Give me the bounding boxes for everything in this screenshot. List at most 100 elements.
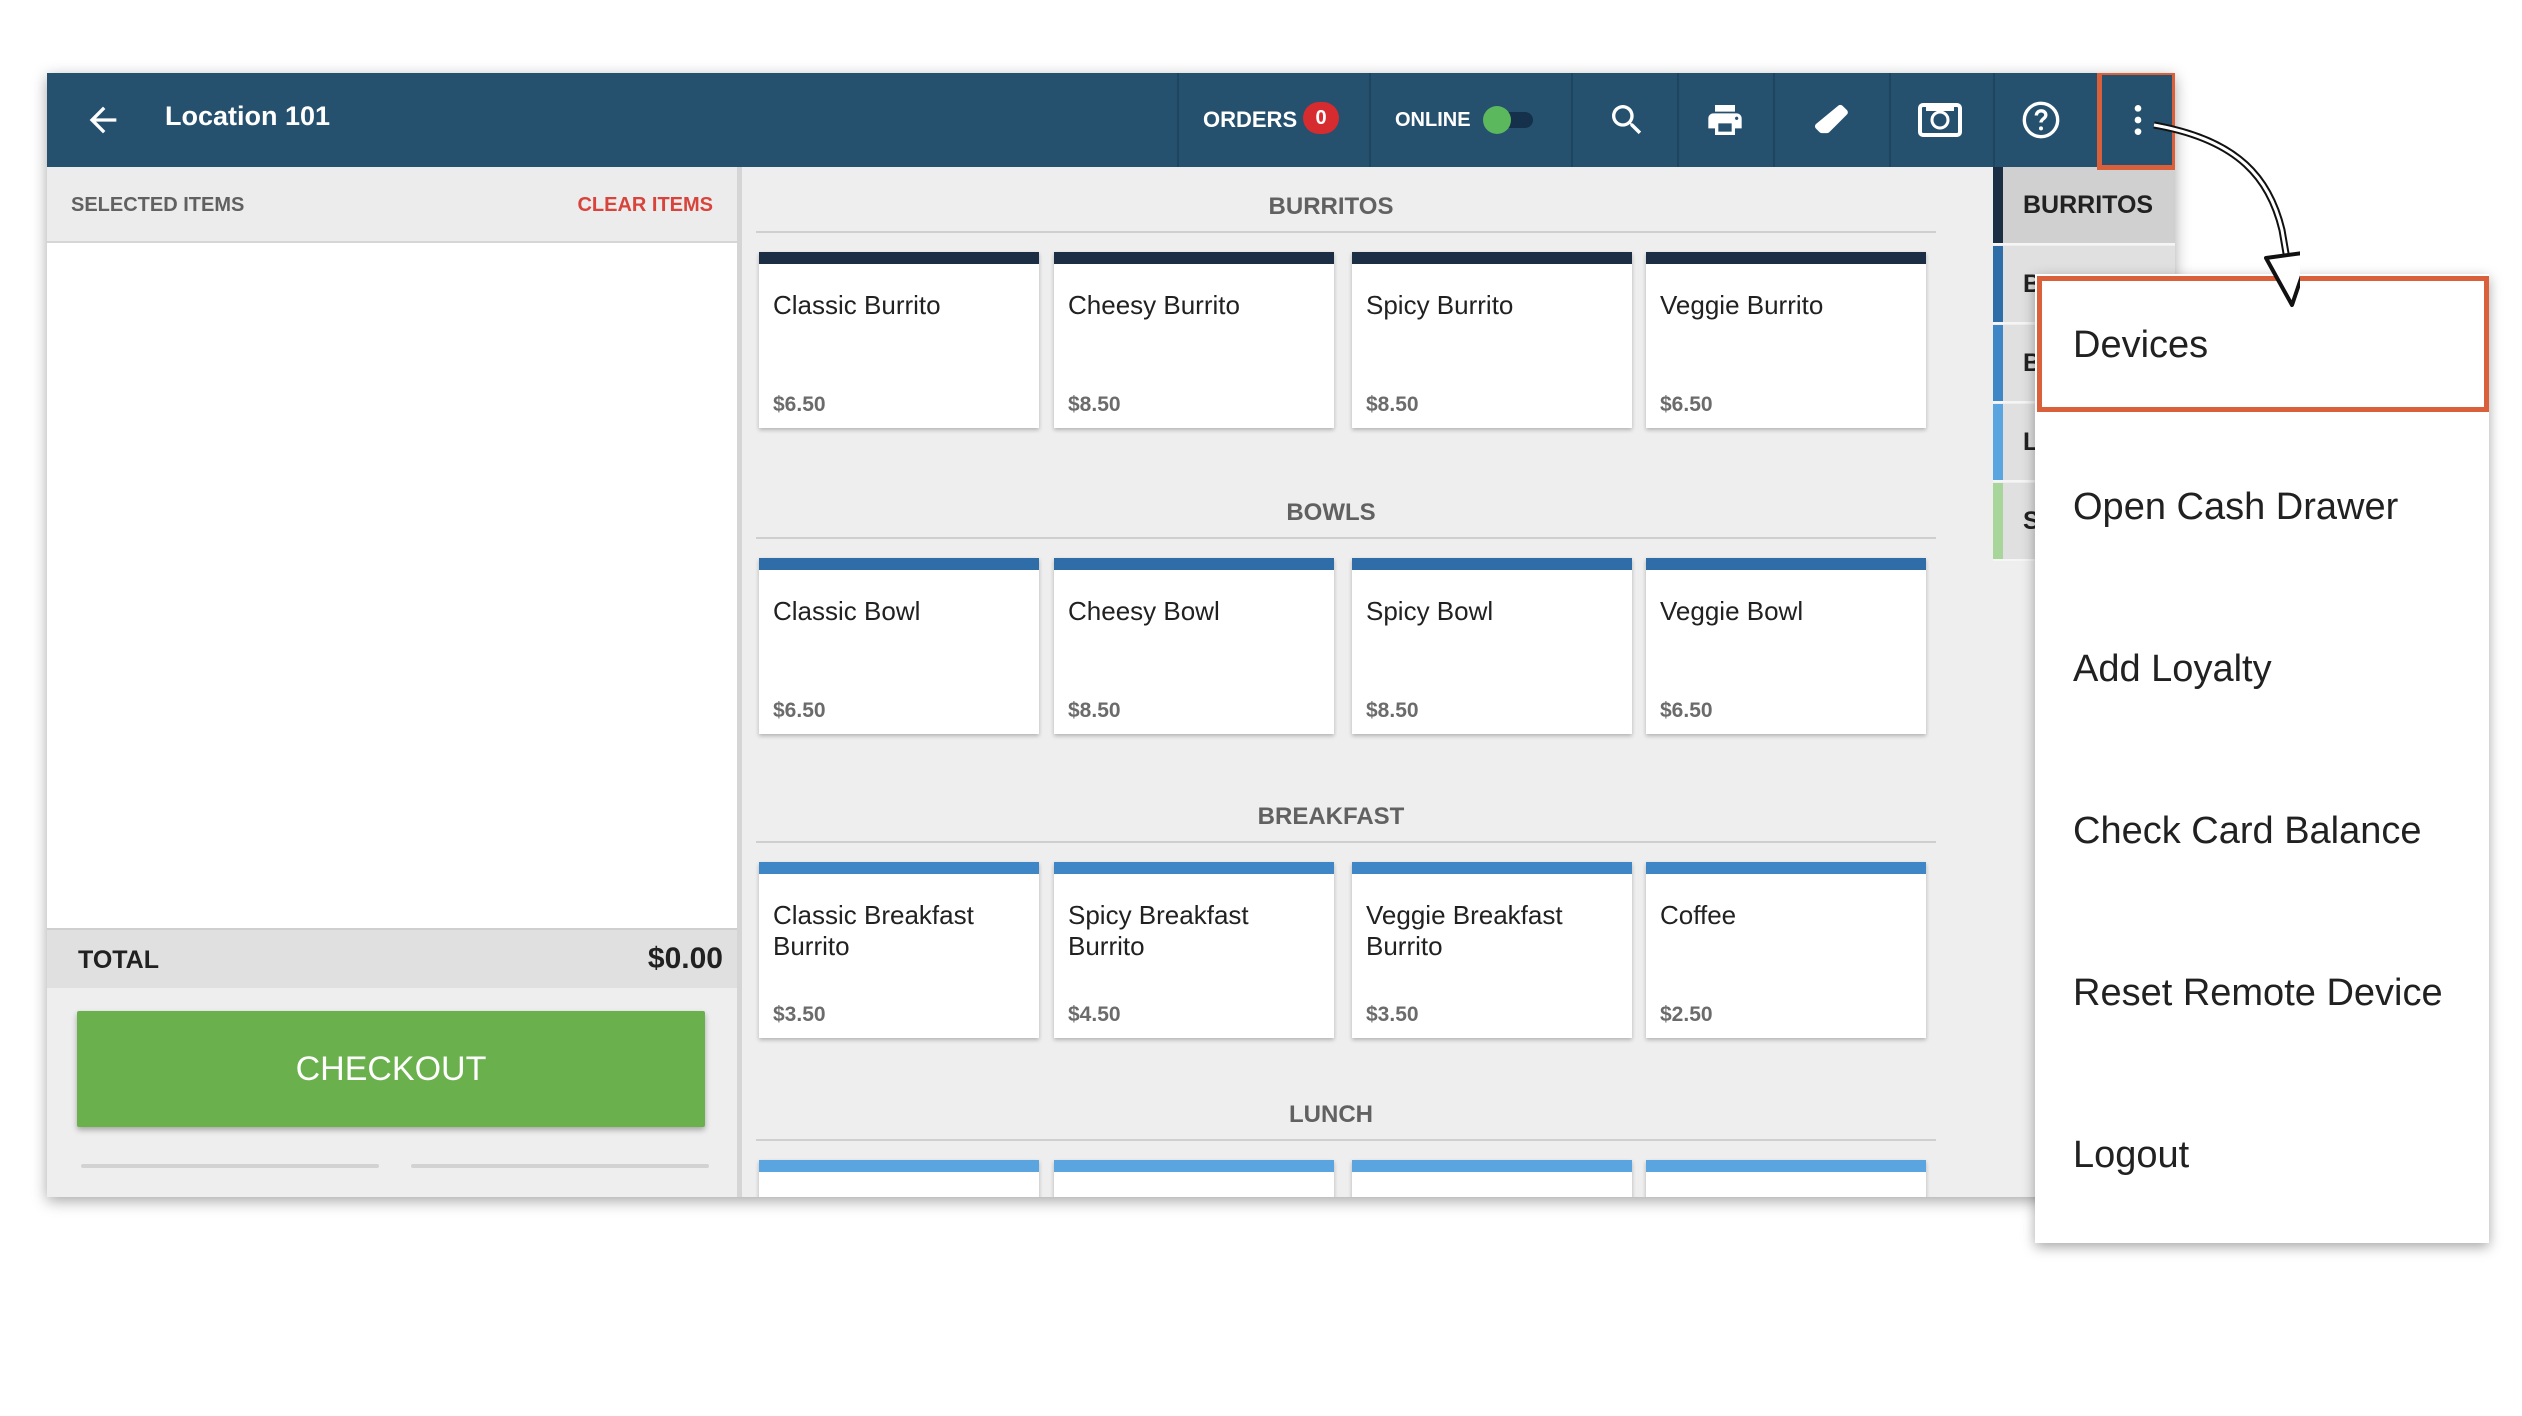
checkout-button[interactable]: CHECKOUT	[77, 1011, 705, 1127]
menu-item-card[interactable]: Cheesy Burrito $8.50	[1054, 252, 1334, 428]
menu-item-price: $6.50	[773, 393, 826, 416]
selected-items-header: SELECTED ITEMS CLEAR ITEMS	[47, 167, 737, 243]
online-label: ONLINE	[1395, 109, 1471, 131]
section-title: BURRITOS	[1268, 193, 1394, 220]
header-divider	[1889, 73, 1891, 167]
header-divider	[1369, 73, 1371, 167]
category-label: BURRITOS	[2023, 191, 2154, 219]
section-divider	[756, 231, 1936, 233]
menu-item-price: $8.50	[1366, 393, 1419, 416]
menu-option-label: Reset Remote Device	[2073, 972, 2443, 1014]
menu-item-card[interactable]: Veggie Burrito $6.50	[1646, 252, 1926, 428]
help-button[interactable]	[2021, 100, 2061, 140]
menu-grid: BURRITOS Classic Burrito $6.50 Cheesy Burri…	[742, 167, 1993, 1197]
overflow-button-highlight	[2097, 73, 2175, 170]
menu-option-add-loyalty[interactable]: Add Loyalty	[2035, 598, 2489, 760]
header-divider	[1773, 73, 1775, 167]
menu-item-card[interactable]	[1054, 1160, 1334, 1197]
more-vert-icon	[2134, 105, 2142, 135]
menu-option-check-card-balance[interactable]: Check Card Balance	[2035, 760, 2489, 922]
total-value: $0.00	[647, 942, 723, 975]
menu-item-name: Spicy Burrito	[1366, 290, 1514, 320]
menu-item-card[interactable]: Spicy Bowl $8.50	[1352, 558, 1632, 734]
menu-option-label: Devices	[2073, 324, 2209, 366]
header-divider	[1177, 73, 1179, 167]
menu-item-card[interactable]	[1646, 1160, 1926, 1197]
menu-item-card[interactable]: Classic Bowl $6.50	[759, 558, 1039, 734]
secondary-button-edge	[81, 1164, 379, 1168]
devices-highlight	[2037, 276, 2489, 412]
header-divider	[1571, 73, 1573, 167]
menu-item-price: $2.50	[1660, 1003, 1713, 1026]
menu-item-price: $8.50	[1366, 699, 1419, 722]
menu-item-name: Cheesy Bowl	[1068, 596, 1220, 626]
print-button[interactable]	[1705, 100, 1745, 140]
section-title: LUNCH	[1289, 1101, 1373, 1128]
menu-item-name: Veggie Burrito	[1660, 290, 1824, 320]
menu-item-name: Cheesy Burrito	[1068, 290, 1240, 320]
menu-item-price: $3.50	[1366, 1003, 1419, 1026]
category-color-bar	[1993, 404, 2003, 480]
eraser-button[interactable]	[1811, 100, 1851, 140]
menu-item-name: Coffee	[1660, 900, 1737, 930]
menu-item-card[interactable]: Cheesy Bowl $8.50	[1054, 558, 1334, 734]
menu-item-name: Spicy Bowl	[1366, 596, 1494, 626]
menu-item-card[interactable]: Veggie Breakfast Burrito $3.50	[1352, 862, 1632, 1038]
menu-item-price: $6.50	[773, 699, 826, 722]
menu-item-name: Veggie Breakfast Burrito	[1366, 900, 1563, 961]
section-title: BREAKFAST	[1257, 803, 1405, 830]
printer-icon	[1708, 105, 1742, 135]
menu-option-label: Check Card Balance	[2073, 810, 2422, 852]
menu-option-label: Open Cash Drawer	[2073, 486, 2399, 528]
menu-item-name: Classic Burrito	[773, 290, 941, 320]
menu-item-card[interactable]: Classic Burrito $6.50	[759, 252, 1039, 428]
section-divider	[756, 841, 1936, 843]
search-button[interactable]	[1607, 100, 1647, 140]
menu-item-card[interactable]: Coffee $2.50	[1646, 862, 1926, 1038]
back-button[interactable]	[83, 100, 123, 140]
header-divider	[1993, 73, 1995, 167]
toggle-knob	[1483, 106, 1511, 134]
location-title: Location 101	[165, 101, 331, 131]
menu-item-card[interactable]: Veggie Bowl $6.50	[1646, 558, 1926, 734]
total-row: TOTAL $0.00	[47, 928, 737, 990]
cash-drawer-button[interactable]	[1917, 100, 1963, 140]
section-divider	[756, 1139, 1936, 1141]
header-divider	[1677, 73, 1679, 167]
selected-items-title: SELECTED ITEMS	[71, 194, 245, 216]
orders-button[interactable]: ORDERS	[1203, 107, 1298, 132]
overflow-menu-button[interactable]	[2101, 73, 2175, 167]
menu-item-card[interactable]: Spicy Burrito $8.50	[1352, 252, 1632, 428]
menu-option-logout[interactable]: Logout	[2035, 1084, 2489, 1246]
category-color-bar	[1993, 325, 2003, 401]
menu-item-card[interactable]	[1352, 1160, 1632, 1197]
menu-item-price: $4.50	[1068, 1003, 1121, 1026]
pos-app-window: Location 101 ORDERS 0 ONLINE	[47, 73, 2175, 1197]
order-panel: SELECTED ITEMS CLEAR ITEMS TOTAL $0.00 C…	[47, 167, 742, 1197]
menu-item-price: $6.50	[1660, 699, 1713, 722]
menu-item-name: Classic Breakfast Burrito	[773, 900, 974, 961]
menu-item-price: $3.50	[773, 1003, 826, 1026]
clear-items-button[interactable]: CLEAR ITEMS	[577, 194, 713, 216]
menu-item-name: Classic Bowl	[773, 596, 921, 626]
menu-option-open-cash-drawer[interactable]: Open Cash Drawer	[2035, 436, 2489, 598]
overflow-dropdown-menu: Devices Open Cash Drawer Add Loyalty Check …	[2035, 274, 2489, 1243]
menu-item-name: Spicy Breakfast Burrito	[1068, 900, 1249, 961]
category-tab-burritos[interactable]: BURRITOS	[1993, 167, 2175, 245]
orders-count-badge: 0	[1303, 102, 1339, 134]
cash-drawer-icon	[1918, 103, 1962, 137]
menu-option-label: Logout	[2073, 1134, 2190, 1176]
category-color-bar	[1993, 246, 2003, 322]
callout-arrow-icon	[2153, 121, 2300, 307]
menu-option-devices[interactable]: Devices	[2035, 274, 2489, 436]
menu-item-card[interactable]	[759, 1160, 1039, 1197]
menu-item-card[interactable]: Spicy Breakfast Burrito $4.50	[1054, 862, 1334, 1038]
menu-item-card[interactable]: Classic Breakfast Burrito $3.50	[759, 862, 1039, 1038]
arrow-left-icon	[89, 106, 117, 134]
menu-option-reset-remote-device[interactable]: Reset Remote Device	[2035, 922, 2489, 1084]
total-label: TOTAL	[78, 946, 160, 974]
section-title: BOWLS	[1286, 499, 1376, 526]
top-bar: Location 101 ORDERS 0 ONLINE	[47, 73, 2175, 167]
secondary-button-edge	[411, 1164, 709, 1168]
online-toggle[interactable]	[1483, 106, 1537, 134]
